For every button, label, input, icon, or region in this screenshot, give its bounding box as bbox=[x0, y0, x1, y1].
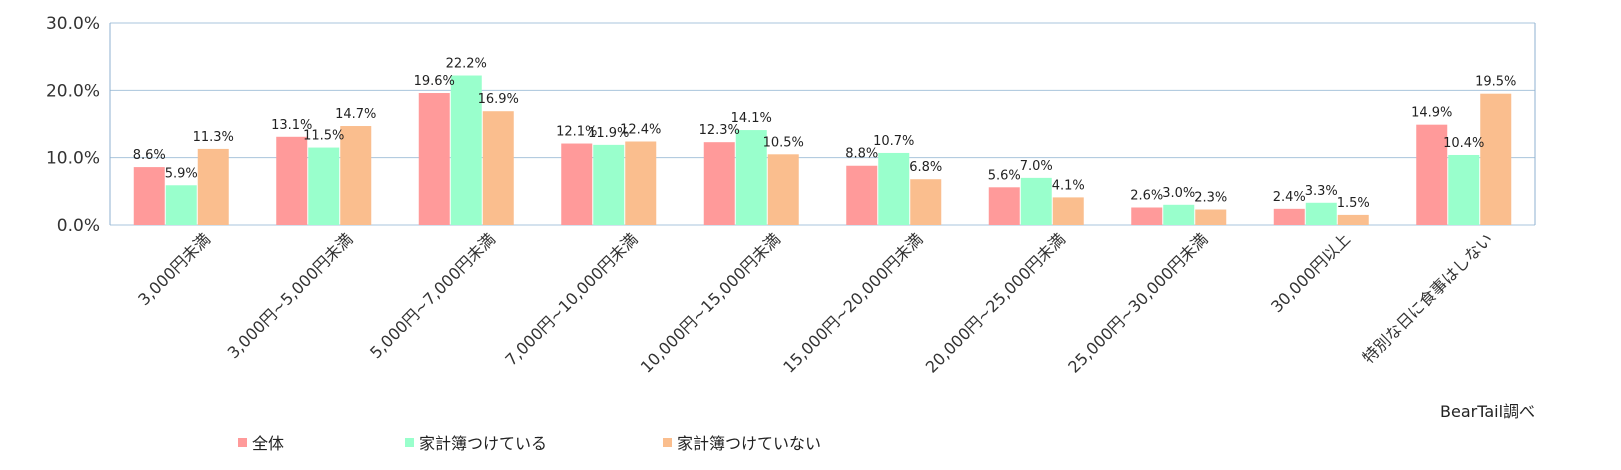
x-tick-label: 特別な日に食事はしない bbox=[1359, 229, 1497, 367]
legend-item-household-yes: 家計簿つけている bbox=[405, 430, 547, 454]
data-label: 13.1% bbox=[271, 118, 312, 133]
data-label: 10.4% bbox=[1443, 136, 1484, 151]
data-label: 14.7% bbox=[335, 107, 376, 122]
data-label: 7.0% bbox=[1020, 159, 1053, 174]
x-tick-label: 7,000円~10,000円未満 bbox=[501, 229, 641, 369]
data-label: 19.6% bbox=[414, 74, 455, 89]
data-label: 14.1% bbox=[731, 111, 772, 126]
data-label: 19.5% bbox=[1475, 75, 1516, 90]
x-tick-label: 20,000円~25,000円未満 bbox=[922, 229, 1069, 376]
bars bbox=[133, 75, 1512, 226]
x-axis-ticks: 3,000円未満 3,000円~5,000円未満 5,000円~7,000円未満 7,… bbox=[134, 229, 1496, 376]
legend-item-all: 全体 bbox=[238, 430, 284, 454]
y-tick-label: 10.0% bbox=[46, 149, 100, 169]
data-label: 10.7% bbox=[873, 134, 914, 149]
bar bbox=[1416, 124, 1448, 225]
data-label: 16.9% bbox=[478, 92, 519, 107]
data-label: 3.3% bbox=[1305, 184, 1338, 199]
bar bbox=[418, 93, 450, 225]
source-note: BearTail調べ bbox=[1440, 402, 1536, 421]
bar bbox=[735, 130, 767, 225]
data-label: 2.3% bbox=[1194, 191, 1227, 206]
bar bbox=[561, 143, 593, 225]
data-label: 5.6% bbox=[988, 168, 1021, 183]
data-label: 2.6% bbox=[1130, 188, 1163, 203]
bar bbox=[1273, 208, 1305, 225]
y-tick-label: 20.0% bbox=[46, 81, 100, 101]
bar bbox=[1020, 177, 1052, 225]
data-label: 14.9% bbox=[1411, 106, 1452, 121]
bar bbox=[197, 148, 229, 225]
x-tick-label: 25,000円~30,000円未満 bbox=[1064, 229, 1211, 376]
bar bbox=[625, 141, 657, 225]
data-label: 11.5% bbox=[303, 129, 344, 144]
bar bbox=[910, 179, 942, 225]
bar bbox=[1052, 197, 1084, 225]
y-tick-label: 30.0% bbox=[46, 14, 100, 34]
data-label: 10.5% bbox=[763, 135, 804, 150]
legend-label-household-no: 家計簿つけていない bbox=[677, 434, 822, 453]
bar bbox=[308, 147, 340, 225]
data-label: 5.9% bbox=[165, 166, 198, 181]
data-label: 12.1% bbox=[556, 125, 597, 140]
bar bbox=[1195, 209, 1227, 225]
x-tick-label: 5,000円~7,000円未満 bbox=[366, 229, 499, 362]
data-label: 6.8% bbox=[909, 160, 942, 175]
data-label: 12.4% bbox=[620, 123, 661, 138]
bar bbox=[767, 154, 799, 225]
x-tick-label: 3,000円未満 bbox=[134, 229, 214, 309]
bar bbox=[133, 167, 165, 225]
bar bbox=[846, 165, 878, 225]
y-axis-ticks: 0.0% 10.0% 20.0% 30.0% bbox=[46, 14, 100, 236]
x-tick-label: 10,000円~15,000円未満 bbox=[637, 229, 784, 376]
x-tick-label: 3,000円~5,000円未満 bbox=[224, 229, 357, 362]
bar bbox=[482, 111, 514, 225]
data-label: 12.3% bbox=[699, 123, 740, 138]
data-label: 4.1% bbox=[1052, 178, 1085, 193]
bar bbox=[1480, 93, 1512, 225]
data-label: 2.4% bbox=[1273, 190, 1306, 205]
data-label: 3.0% bbox=[1162, 186, 1195, 201]
bar bbox=[1163, 204, 1195, 225]
data-label: 11.3% bbox=[193, 130, 234, 145]
data-label: 22.2% bbox=[446, 57, 487, 72]
bar bbox=[276, 136, 308, 225]
data-label: 8.6% bbox=[133, 148, 166, 163]
legend-label-all: 全体 bbox=[252, 434, 285, 453]
x-tick-label: 15,000円~20,000円未満 bbox=[779, 229, 926, 376]
bar bbox=[593, 144, 625, 225]
bar bbox=[703, 142, 735, 225]
legend-label-household-yes: 家計簿つけている bbox=[419, 434, 548, 453]
bar bbox=[878, 152, 910, 225]
data-label: 1.5% bbox=[1337, 196, 1370, 211]
data-label: 11.9% bbox=[588, 126, 629, 141]
data-label: 8.8% bbox=[845, 147, 878, 162]
x-tick-label: 30,000円以上 bbox=[1267, 229, 1354, 316]
y-tick-label: 0.0% bbox=[57, 216, 100, 236]
legend-item-household-no: 家計簿つけていない bbox=[663, 430, 821, 454]
bar bbox=[988, 187, 1020, 225]
bar bbox=[340, 126, 372, 225]
data-labels: 8.6% 5.9% 11.3% 13.1%11.5% 14.7% 19.6% 22.2% 16… bbox=[133, 57, 1517, 211]
bar bbox=[1131, 207, 1163, 225]
legend-swatch-household-yes bbox=[405, 437, 414, 447]
bar bbox=[450, 75, 482, 226]
bar bbox=[1305, 202, 1337, 225]
bar bbox=[1337, 214, 1369, 225]
bar bbox=[165, 185, 197, 225]
bar bbox=[1448, 154, 1480, 225]
legend-swatch-all bbox=[238, 437, 247, 447]
legend-swatch-household-no bbox=[663, 437, 672, 447]
